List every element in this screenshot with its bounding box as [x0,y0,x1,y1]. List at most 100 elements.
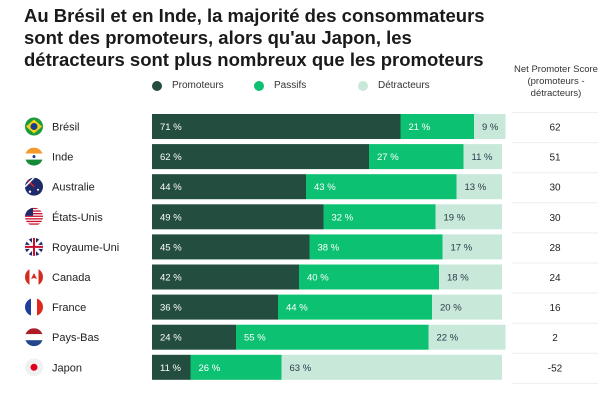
legend-item-2: Détracteurs [358,80,430,91]
canada-flag-icon [25,268,43,286]
category-label: Royaume-Uni [52,242,119,254]
bar-passifs [323,204,436,230]
data-label: 21 % [409,122,431,133]
category-label: Inde [52,152,73,164]
nps-value: 16 [549,303,561,314]
legend-swatch [152,80,162,91]
nps-value: 30 [549,213,561,224]
data-label: 32 % [332,212,354,223]
legend-label: Détracteurs [378,80,430,91]
nps-header: Net Promoter Score (promoteurs - détract… [514,64,598,99]
india-flag-icon [25,147,43,166]
nps-value: 62 [549,123,561,134]
bar-passifs [400,114,474,139]
bar-promoteurs [152,354,191,380]
data-label: 20 % [440,303,462,314]
category-label: Canada [52,272,91,284]
legend-swatch [358,80,368,91]
data-label: 24 % [160,333,182,344]
nps-value: -52 [548,363,563,374]
australia-flag-icon [25,177,43,196]
data-label: 71 % [160,122,182,133]
bar-promoteurs [152,204,324,230]
bar-détracteurs [435,204,502,230]
nps-value: 30 [549,183,561,194]
category-label: Pays-Bas [52,332,100,344]
usa-flag-icon [25,207,43,225]
nps-value: 28 [549,243,561,254]
bar-passifs [309,234,443,260]
data-label: 38 % [318,242,340,253]
bar-promoteurs [152,114,401,139]
bar-détracteurs [442,234,502,260]
nps-value: 51 [549,153,561,164]
brazil-flag-icon [25,117,43,136]
data-label: 22 % [437,333,459,344]
bar-promoteurs [152,144,369,170]
bar-promoteurs [152,294,278,320]
bar-détracteurs [439,264,502,290]
bar-détracteurs [456,174,502,200]
uk-flag-icon [25,237,43,256]
data-label: 17 % [451,242,473,253]
category-label: Japon [52,362,82,374]
data-label: 11 % [472,152,494,163]
row-2: Australie 44 % 43 % 13 % 30 [25,172,598,200]
row-7: Pays-Bas 24 % 55 % 22 % 2 [25,322,598,350]
bar-promoteurs [152,174,306,200]
row-4: Royaume-Uni 45 % 38 % 17 % 28 [25,232,598,260]
bar-promoteurs [152,324,236,350]
bar-passifs [299,264,439,290]
data-label: 40 % [307,273,329,284]
chart-title: Au Brésil et en Inde, la majorité des co… [24,5,485,70]
legend-label: Passifs [274,80,307,91]
legend-item-1: Passifs [254,80,306,91]
data-label: 27 % [377,152,399,163]
data-label: 9 % [482,122,499,133]
data-label: 13 % [465,182,487,193]
data-label: 44 % [160,182,182,193]
bar-promoteurs [152,264,299,290]
row-1: Inde 62 % 27 % 11 % 51 [25,142,598,170]
nps-value: 2 [552,333,558,344]
data-label: 26 % [199,363,221,374]
bar-passifs [369,144,464,170]
bar-détracteurs [428,324,506,350]
data-label: 49 % [160,212,182,223]
legend-label: Promoteurs [172,80,224,91]
bar-passifs [306,174,457,200]
bar-détracteurs [281,354,502,380]
category-label: Australie [52,182,95,194]
france-flag-icon [25,298,43,317]
row-8: Japon 11 % 26 % 63 % -52 [25,352,598,380]
category-label: Brésil [52,122,80,134]
legend-swatch [254,80,264,91]
bar-passifs [190,354,282,380]
bar-promoteurs [152,234,310,260]
data-label: 19 % [444,212,466,223]
row-6: France 36 % 44 % 20 % 16 [25,292,598,320]
data-label: 43 % [314,182,336,193]
data-label: 55 % [244,333,266,344]
bar-détracteurs [432,294,502,320]
data-label: 42 % [160,273,182,284]
bar-détracteurs [463,144,502,170]
data-label: 62 % [160,152,182,163]
data-label: 45 % [160,242,182,253]
bar-détracteurs [474,114,506,139]
category-label: France [52,302,86,314]
nps-value: 24 [549,273,561,284]
data-label: 63 % [290,363,312,374]
data-label: 36 % [160,303,182,314]
bar-passifs [236,324,429,350]
data-label: 44 % [286,303,308,314]
row-0: Brésil 71 % 21 % 9 % 62 [25,112,598,139]
row-5: Canada 42 % 40 % 18 % 24 [25,262,598,290]
data-label: 11 % [160,363,182,374]
legend-item-0: Promoteurs [152,80,224,91]
netherlands-flag-icon [25,328,43,347]
japan-flag-icon [25,358,43,377]
bar-passifs [278,294,432,320]
category-label: États-Unis [52,211,103,224]
